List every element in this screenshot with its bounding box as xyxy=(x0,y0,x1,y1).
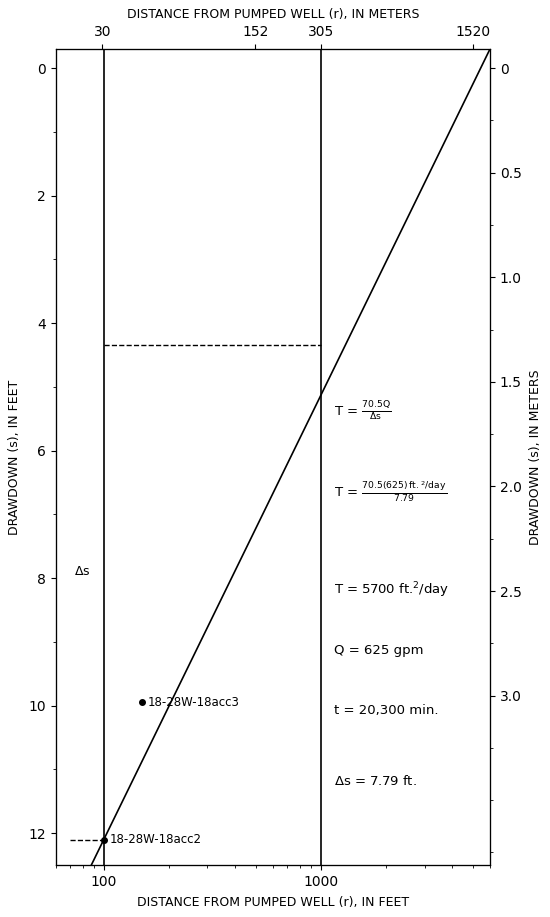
Text: T = $\frac{70.5Q}{\Delta s}$: T = $\frac{70.5Q}{\Delta s}$ xyxy=(334,400,392,423)
Text: t = 20,300 min.: t = 20,300 min. xyxy=(334,704,439,717)
Y-axis label: DRAWDOWN (s), IN METERS: DRAWDOWN (s), IN METERS xyxy=(529,370,542,545)
Y-axis label: DRAWDOWN (s), IN FEET: DRAWDOWN (s), IN FEET xyxy=(8,380,21,535)
X-axis label: DISTANCE FROM PUMPED WELL (r), IN FEET: DISTANCE FROM PUMPED WELL (r), IN FEET xyxy=(137,896,409,909)
Text: 18-28W-18acc2: 18-28W-18acc2 xyxy=(109,833,201,846)
Text: Q = 625 gpm: Q = 625 gpm xyxy=(334,644,424,657)
Text: T = 5700 ft.$^2$/day: T = 5700 ft.$^2$/day xyxy=(334,580,449,600)
Text: 18-28W-18acc3: 18-28W-18acc3 xyxy=(147,696,239,709)
X-axis label: DISTANCE FROM PUMPED WELL (r), IN METERS: DISTANCE FROM PUMPED WELL (r), IN METERS xyxy=(126,8,419,21)
Text: T = $\frac{70.5(625)\,\mathrm{ft.}^2\mathrm{/day}}{7.79}$: T = $\frac{70.5(625)\,\mathrm{ft.}^2\mat… xyxy=(334,480,447,504)
Text: $\Delta$s: $\Delta$s xyxy=(74,565,91,579)
Text: $\Delta$s = 7.79 ft.: $\Delta$s = 7.79 ft. xyxy=(334,775,417,789)
